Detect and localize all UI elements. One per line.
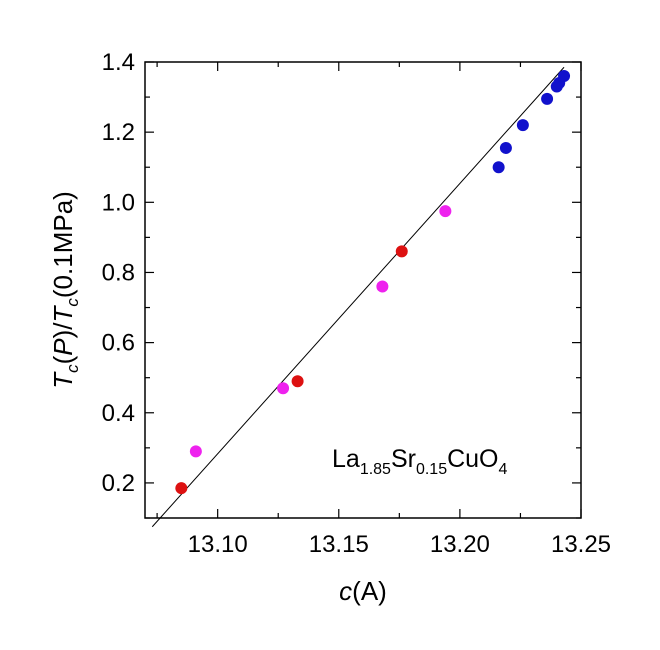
y-tick-label: 0.8 [102,259,135,286]
series-2 [492,70,571,174]
y-tick-label: 0.6 [102,330,135,357]
x-tick-label: 13.25 [551,531,611,558]
y-tick-label: 1.4 [102,49,135,76]
tick-marks [145,61,582,519]
data-point [492,161,505,174]
data-point [376,280,389,293]
y-tick-label: 0.4 [102,400,135,427]
plot-frame [144,61,582,519]
x-tick-label: 13.20 [430,531,490,558]
data-point [499,141,512,154]
series-0 [175,245,408,495]
data-point [291,375,304,388]
data-point [541,92,554,105]
data-point [395,245,408,258]
x-tick-label: 13.15 [309,531,369,558]
y-tick-label: 0.2 [102,470,135,497]
y-tick-label: 1.2 [102,119,135,146]
data-point [439,205,452,218]
data-point [175,482,188,495]
fit-line [151,66,565,528]
x-tick-label: 13.10 [188,531,248,558]
x-axis-title: c(A) [339,576,387,606]
data-point [277,382,290,395]
data-point [189,445,202,458]
y-tick-label: 1.0 [102,189,135,216]
data-points [175,70,571,495]
series-1 [189,205,452,458]
compound-annotation: La1.85Sr0.15CuO4 [332,445,508,478]
data-point [516,119,529,132]
tick-labels: 13.10 13.15 13.20 13.25 0.2 0.4 0.6 0.8 1.0 1.2 1.… [102,49,611,558]
y-axis-title: Tc(P)/Tc(0.1MPa) [48,191,82,389]
data-point [558,70,571,83]
